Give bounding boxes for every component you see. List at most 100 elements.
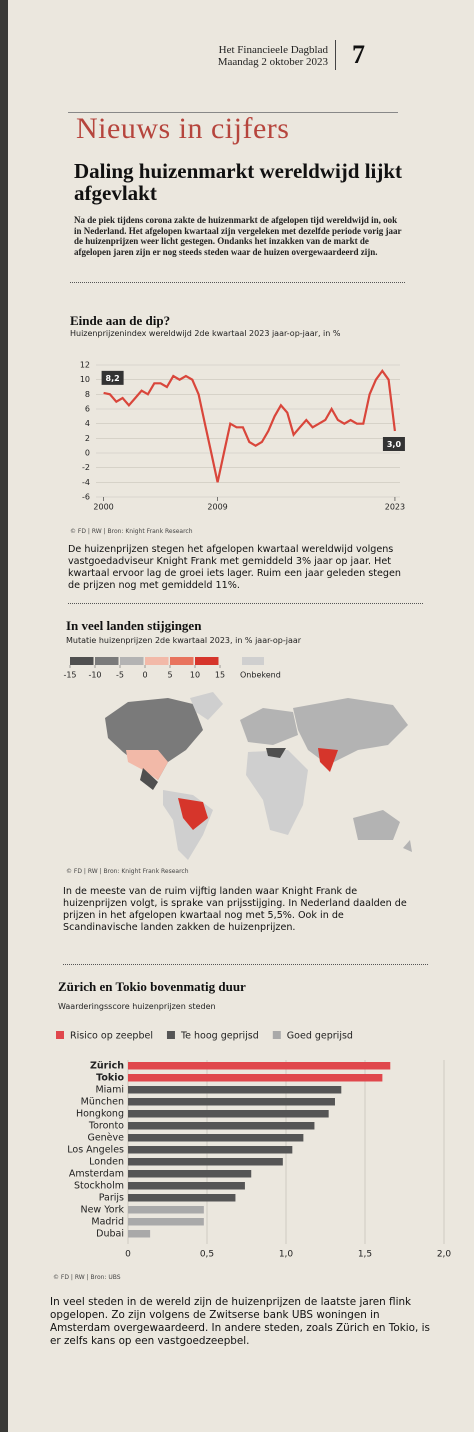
new-zealand [403,840,412,852]
date: Maandag 2 oktober 2023 [217,56,328,68]
legend: Risico op zeepbel Te hoog geprijsd Goed ge… [56,1031,353,1042]
legend-label: 0 [142,671,147,680]
north-america [105,698,203,780]
line [103,369,396,483]
legend-swatch [56,1031,64,1039]
category-label: Los Angeles [67,1145,124,1156]
bar [128,1098,335,1106]
paper-name: Het Financieele Dagblad [218,44,328,56]
legend-swatch [120,657,144,665]
legend-label: Goed geprijsd [287,1031,353,1042]
y-tick-label: -6 [82,493,90,502]
chart-title: In veel landen stijgingen [66,618,202,633]
y-tick-label: 4 [85,419,90,428]
divider [335,40,336,70]
category-label: Zürich [90,1061,124,1072]
bar [128,1158,283,1166]
europe [240,708,298,745]
bar [128,1218,204,1226]
source: © FD | RW | Bron: UBS [53,1274,121,1281]
bar [128,1134,304,1142]
source: © FD | RW | Bron: Knight Frank Research [70,528,193,535]
brazil [178,798,208,830]
label-box [101,370,124,385]
greenland [190,692,223,720]
y-tick-label: -4 [82,478,90,487]
section-title: Nieuws in cijfers [76,112,290,145]
y-tick-label: 12 [80,361,90,370]
bar [128,1194,236,1202]
separator [68,603,423,604]
bar [128,1206,204,1214]
category-label: Hongkong [76,1109,124,1120]
chart-title: Zürich en Tokio bovenmatig duur [58,979,246,994]
category-label: Toronto [88,1121,124,1132]
legend-swatch [145,657,169,665]
y-tick-label: 2 [85,434,90,443]
category-label: New York [80,1205,124,1216]
masthead: Het Financieele Dagblad Maandag 2 oktobe… [198,44,328,68]
intro: Na de piek tijdens corona zakte de huize… [74,215,402,257]
category-label: Amsterdam [69,1169,124,1180]
x-tick-label: 0 [125,1250,131,1260]
separator [70,282,405,283]
category-label: Miami [95,1085,124,1096]
bar [128,1182,245,1190]
x-tick-label: 2009 [207,503,227,512]
legend-swatch [195,657,219,665]
data-label: 3,0 [387,440,402,449]
legend-swatch [70,657,94,665]
india [318,748,338,772]
mexico [140,768,158,790]
category-label: Genève [87,1133,124,1144]
legend-label: 15 [215,671,225,680]
bar [128,1062,391,1070]
data-label: 8,2 [106,374,120,383]
category-label: München [81,1097,124,1108]
caption: In veel steden in de wereld zijn de huiz… [50,1296,430,1347]
page-number: 7 [352,40,365,69]
category-label: Dubai [96,1229,124,1240]
y-tick-label: -2 [82,463,90,472]
legend-label: 10 [190,671,200,680]
turkey [266,748,286,758]
y-tick-label: 0 [85,449,90,458]
category-label: Madrid [91,1217,124,1228]
legend-label: -10 [88,671,101,680]
legend-label: Onbekend [240,671,281,680]
y-tick-label: 6 [85,405,90,414]
bar [128,1146,293,1154]
asia [293,698,408,765]
x-tick-label: 2000 [93,503,113,512]
x-tick-label: 2,0 [437,1250,452,1260]
bar [128,1074,383,1082]
legend-label: 5 [167,671,172,680]
x-tick-label: 0,5 [200,1250,214,1260]
x-tick-label: 1,0 [279,1250,294,1260]
separator [63,964,428,965]
africa [246,750,308,835]
bar [128,1170,252,1178]
legend-swatch [242,657,264,665]
map-legend: -15 -10 -5 0 5 10 15 Onbekend [63,657,281,680]
bar [128,1122,315,1130]
australia [353,810,400,840]
bar [128,1110,329,1118]
chart-subtitle: Waarderingsscore huizenprijzen steden [58,1002,216,1011]
world-map [105,692,412,860]
chart-subtitle: Huizenprijzenindex wereldwijd 2de kwarta… [70,329,341,338]
bar [128,1230,151,1238]
label-box [382,437,405,451]
chart-subtitle: Mutatie huizenprijzen 2de kwartaal 2023,… [66,636,302,645]
source: © FD | RW | Bron: Knight Frank Research [66,868,189,875]
category-label: Stockholm [74,1181,124,1192]
rule [68,112,398,113]
legend-swatch [166,1031,175,1039]
category-label: Parijs [99,1193,124,1204]
newspaper-page: Het Financieele Dagblad Maandag 2 oktobe… [8,0,474,1432]
caption: De huizenprijzen stegen het afgelopen kw… [68,544,401,591]
x-tick-label: 2023 [385,503,405,512]
category-label: Tokio [96,1073,124,1084]
